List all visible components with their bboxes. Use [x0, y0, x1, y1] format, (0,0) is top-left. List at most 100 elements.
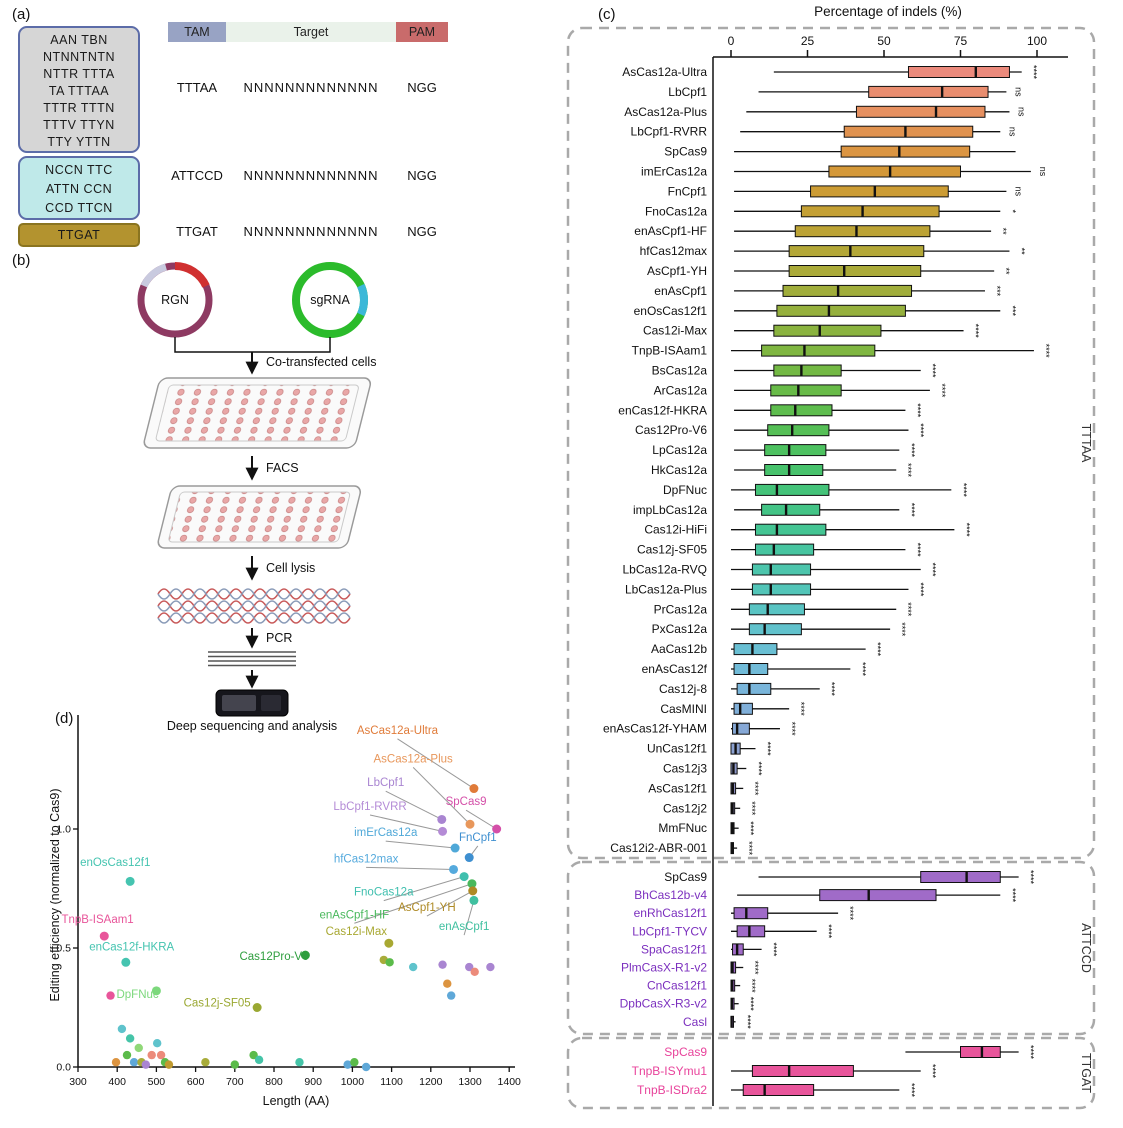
significance: **** [857, 662, 867, 677]
scatter-point-enAsCpf1 [469, 895, 479, 905]
scatter-point [117, 1024, 127, 1034]
point-label-AsCpf1-YH: AsCpf1-YH [398, 902, 456, 914]
tttaa-tam-variants-box: AAN TBN NTNNTNTN NTTR TTTA TA TTTAA TTTR TTT… [18, 26, 140, 153]
box [773, 324, 882, 337]
x-tick-label: 500 [148, 1076, 166, 1088]
significance: **** [903, 463, 913, 478]
group-box-TTTAA [566, 26, 1096, 860]
label-leader [463, 900, 475, 936]
group-label-TTTAA: TTTAA [1079, 424, 1093, 463]
row-label: Casl [683, 1015, 707, 1029]
scatter-point [230, 1060, 239, 1069]
scatter-point-LbCpf1-RVRR [438, 826, 448, 836]
dna-strand [157, 588, 351, 600]
significance: *** [992, 286, 1002, 297]
row-label: SpCas9 [664, 1045, 707, 1059]
scatter-point-LbCpf1 [437, 814, 447, 824]
panel-c-label: (c) [598, 6, 616, 23]
row-label: PrCas12a [654, 602, 708, 616]
box [733, 907, 769, 920]
box [732, 722, 750, 735]
scatter-point-DpFNuc [151, 986, 161, 996]
tam-variant-line: CCD TTCN [45, 201, 113, 215]
point-label-imErCas12a: imErCas12a [354, 827, 418, 839]
point-label-Cas12j-SF05: Cas12j-SF05 [184, 997, 251, 1009]
scatter-point-hfCas12max [449, 864, 459, 874]
significance: **** [750, 781, 760, 796]
box [788, 245, 925, 258]
box [764, 444, 827, 457]
box [840, 145, 971, 158]
significance: ns [1016, 107, 1026, 117]
rgn-gene-arc [174, 262, 210, 288]
box [733, 643, 778, 656]
significance: **** [746, 997, 756, 1012]
point-label-TnpB-ISAam1: TnpB-ISAam1 [61, 914, 133, 926]
tam-variant-line: NTNNTNTN [42, 50, 116, 64]
row-label: imErCas12a [641, 165, 707, 179]
row-label: Cas12i-HiFi [644, 523, 707, 537]
pcr-products [208, 651, 296, 667]
row-label: LbCpf1-RVRR [631, 125, 708, 139]
point-label-FnoCas12a: FnoCas12a [354, 887, 414, 899]
significance: **** [796, 702, 806, 717]
tam-variant-line: AAN TBN [50, 33, 108, 47]
x-tick-label: 1400 [498, 1076, 522, 1088]
point-label-enCas12f-HKRA: enCas12f-HKRA [89, 941, 174, 953]
box [742, 1084, 815, 1096]
row-label: LbCas12a-Plus [625, 582, 707, 596]
scatter-point [361, 1062, 371, 1072]
scatter-point [295, 1058, 304, 1067]
box [751, 1065, 854, 1077]
x-tick-label: 400 [108, 1076, 126, 1088]
significance: **** [1026, 870, 1036, 885]
scatter-point-Cas12i-Max [384, 938, 394, 948]
significance: **** [747, 801, 757, 816]
point-label-Cas12Pro-V6: Cas12Pro-V6 [239, 951, 308, 963]
scatter-point [385, 958, 394, 967]
scatter-point [129, 1058, 139, 1067]
scatter-point [249, 1050, 258, 1060]
box [819, 889, 937, 902]
x-tick-label: 1000 [341, 1076, 365, 1088]
row-label: TnpB-ISYmu1 [632, 1064, 708, 1078]
point-label-AsCas12a-Ultra: AsCas12a-Ultra [357, 725, 439, 737]
x-tick-label: 100 [1027, 34, 1047, 48]
row-label: LbCas12a-RVQ [623, 563, 708, 577]
box [810, 185, 949, 198]
scatter-point [343, 1060, 352, 1069]
x-tick-label: 800 [265, 1076, 283, 1088]
point-label-AsCas12a-Plus: AsCas12a-Plus [374, 753, 454, 765]
significance: **** [845, 906, 855, 921]
row-label: AsCas12a-Ultra [622, 65, 707, 79]
label-leader [383, 876, 465, 902]
row-label: MmFNuc [658, 821, 707, 835]
box [733, 663, 769, 675]
panel-a-label: (a) [12, 6, 31, 23]
significance: **** [912, 403, 922, 418]
scatter-point [446, 991, 456, 1000]
scatter-point [141, 1060, 151, 1069]
scatter-point [125, 1034, 135, 1043]
row-label: LbCpf1 [668, 85, 707, 99]
row-label: ArCas12a [654, 383, 708, 397]
scatter-point [156, 1050, 166, 1060]
row-label: CasMINI [660, 702, 707, 716]
significance: **** [971, 324, 981, 339]
step-pcr: PCR [266, 631, 292, 645]
box [828, 165, 962, 178]
x-tick-label: 900 [304, 1076, 322, 1088]
row-label: AsCas12a-Plus [624, 105, 707, 119]
row-label: FnoCas12a [645, 204, 707, 218]
significance: **** [743, 1015, 753, 1030]
point-label-DpFNuc: DpFNuc [116, 989, 158, 1001]
scatter-point [111, 1058, 121, 1067]
significance: ns [1013, 87, 1023, 97]
dna-fragments [157, 588, 351, 624]
point-label-LbCpf1: LbCpf1 [367, 777, 404, 789]
row-label: PxCas12a [652, 622, 708, 636]
row-label: AsCas12f1 [648, 781, 707, 795]
sgrna-plasmid: sgRNA [292, 262, 368, 338]
scatter-point-TnpB-ISAam1 [99, 931, 109, 941]
significance: **** [897, 622, 907, 637]
